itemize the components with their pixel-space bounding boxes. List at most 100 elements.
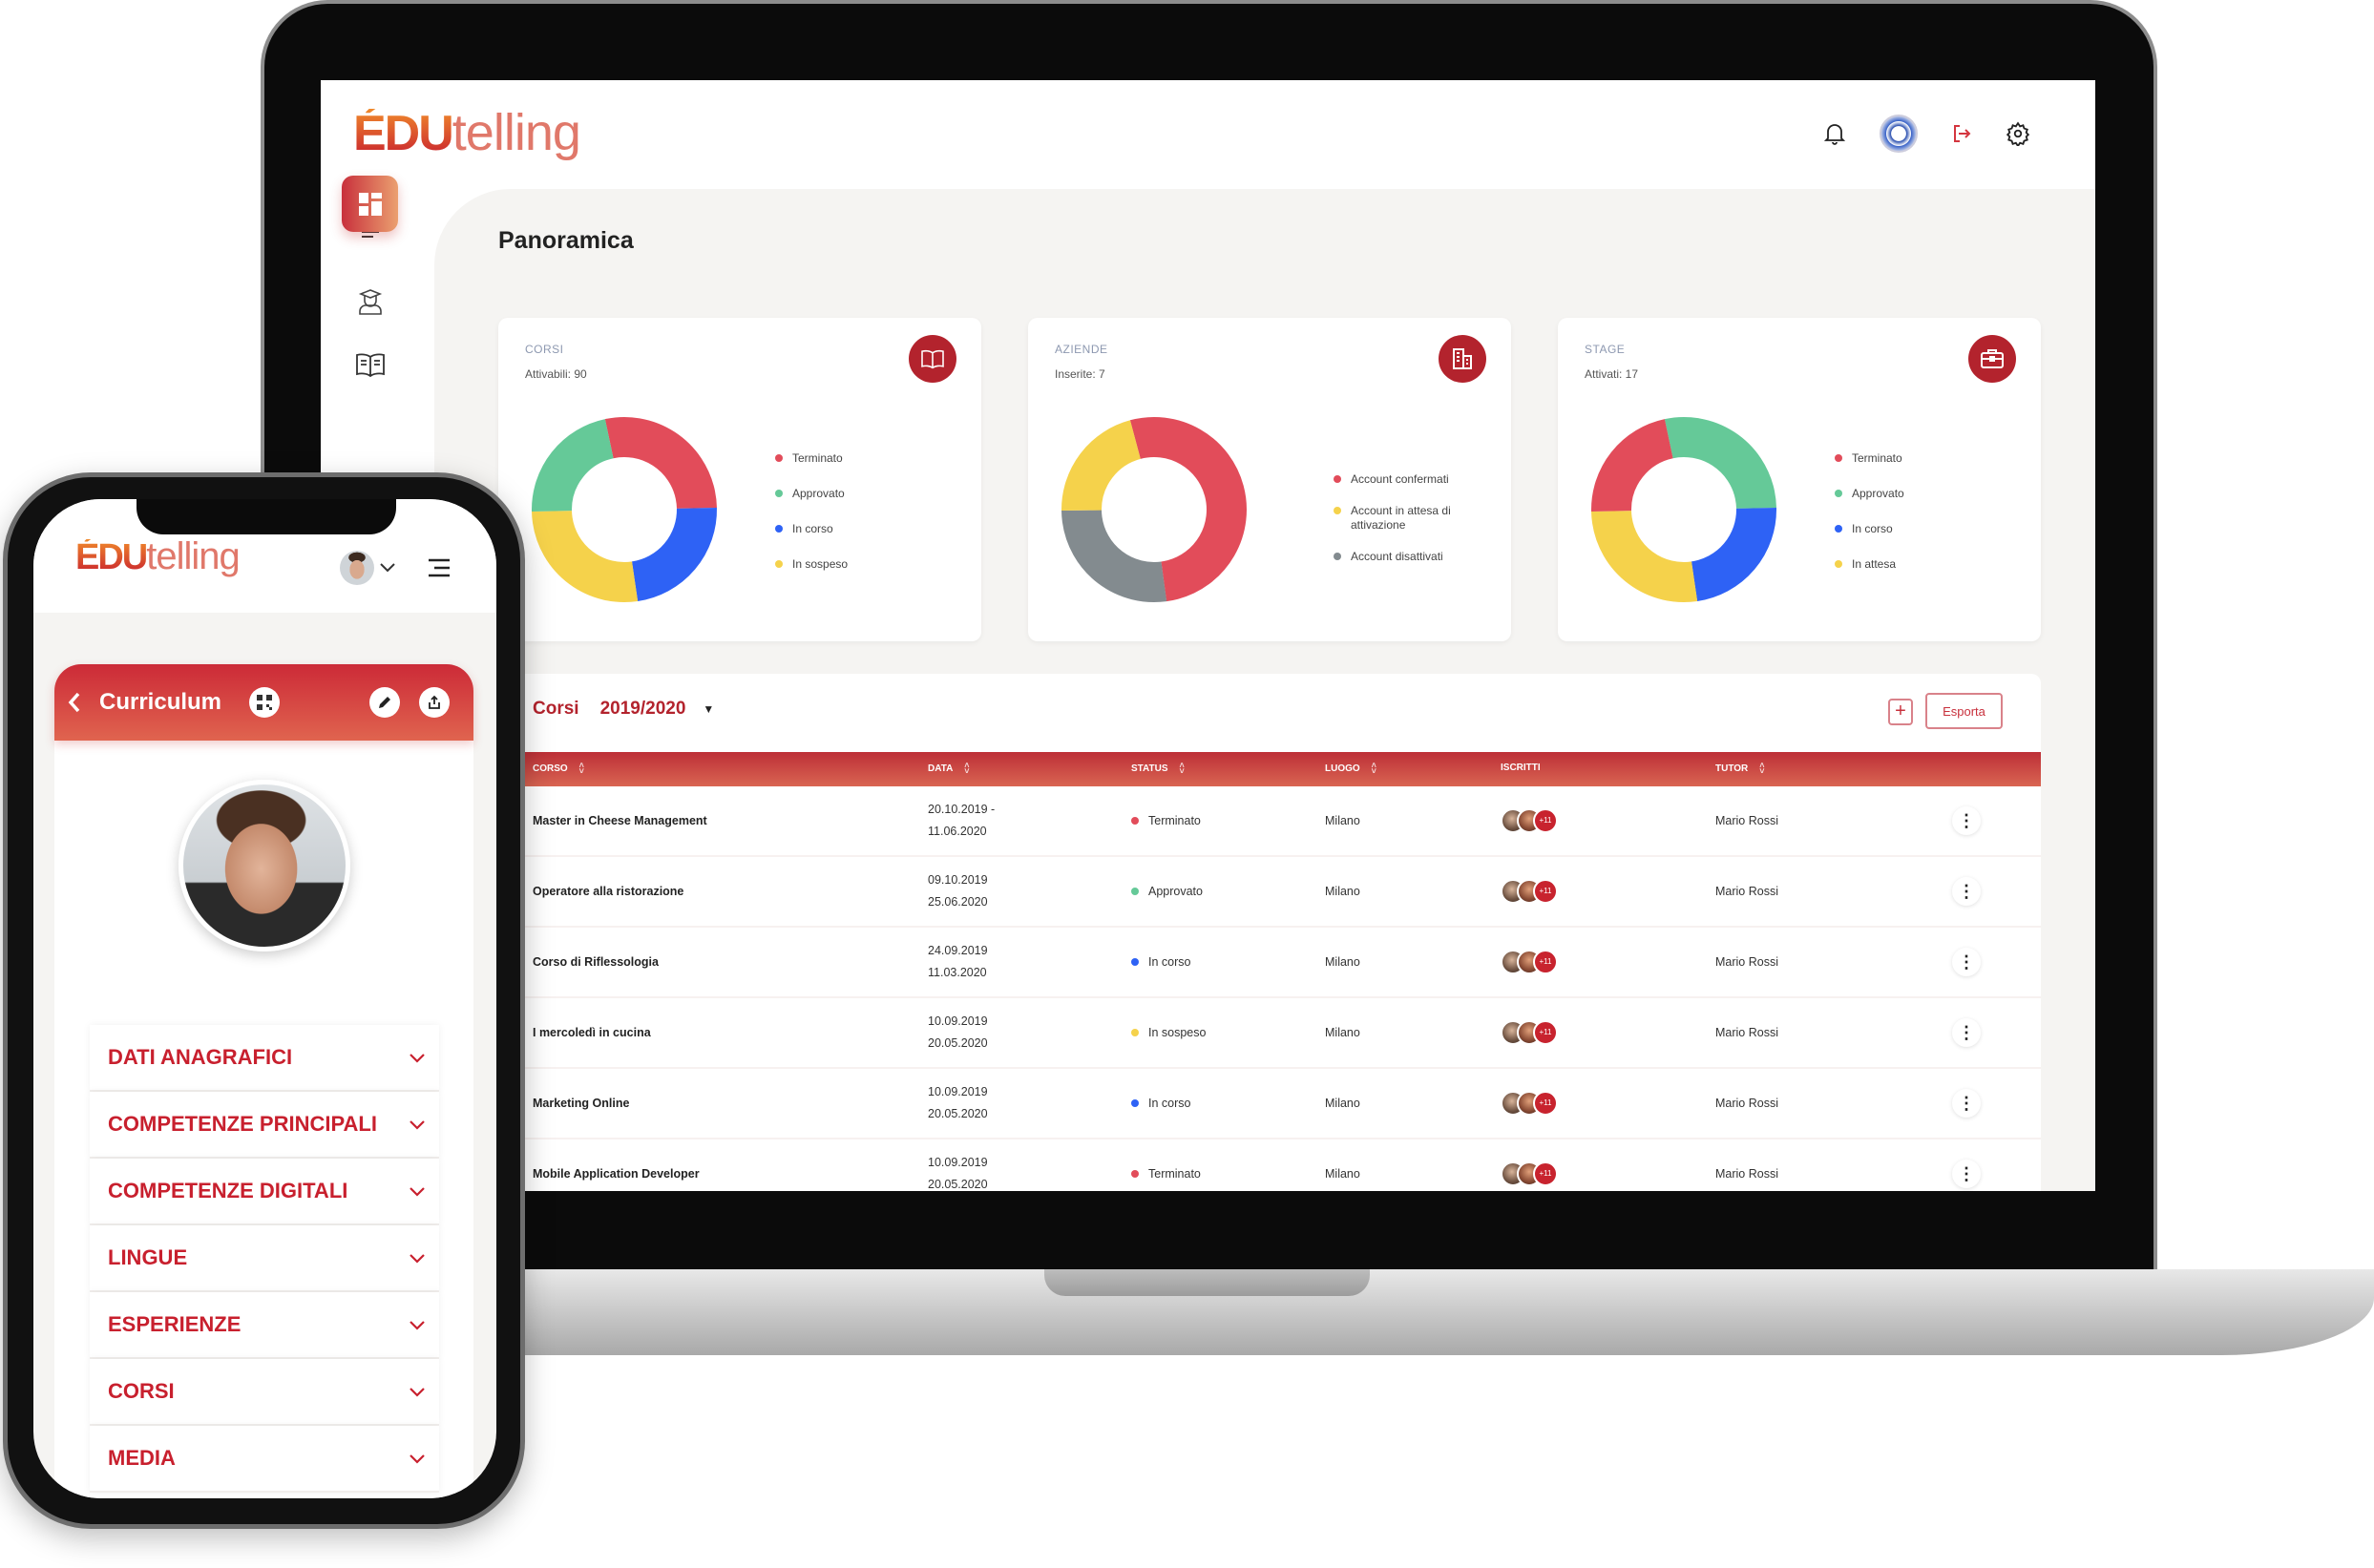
table-header: CORSO ˄ ˅ DATA ˄ ˅ STATUS ˄ ˅ LUOGO ˄ ˅ ISCRITTI TUTO… (498, 752, 2041, 786)
back-arrow-icon[interactable] (68, 692, 81, 713)
donut-segment-account-disattivati[interactable] (1061, 417, 1247, 602)
edit-button[interactable] (369, 687, 400, 718)
donut-chart (1061, 416, 1247, 602)
tutor-name: Mario Rossi (1715, 814, 1778, 827)
column-header-status[interactable]: STATUS ˄ ˅ (1131, 761, 1185, 776)
tutor-name: Mario Rossi (1715, 1026, 1778, 1039)
chart-legend: Terminato Approvato In corso In attesa (1835, 451, 1904, 593)
donut-segment-in-corso[interactable] (1591, 417, 1776, 602)
enrolled-avatars[interactable]: +11 (1501, 950, 1558, 974)
logo-bold: ÉDU (75, 537, 148, 577)
course-name[interactable]: I mercoledì in cucina (533, 1026, 651, 1039)
donut-segment-in-corso[interactable] (532, 417, 717, 602)
start-date: 10.09.2019 (928, 1014, 988, 1028)
accordion-lingue[interactable]: LINGUE (90, 1225, 439, 1292)
chevron-down-icon[interactable] (379, 562, 396, 574)
more-options-icon[interactable]: ⋮ (1952, 948, 1981, 976)
add-course-button[interactable]: + (1888, 699, 1913, 725)
donut-segment-in-sospeso[interactable] (532, 417, 717, 602)
more-options-icon[interactable]: ⋮ (1952, 806, 1981, 835)
table-row[interactable]: Corso di Riflessologia 24.09.2019 11.03.20… (498, 928, 2041, 998)
course-name[interactable]: Operatore alla ristorazione (533, 885, 684, 898)
sort-icon[interactable]: ˄ ˅ (964, 761, 970, 776)
course-dates: 10.09.2019 20.05.2020 (928, 1081, 988, 1125)
book-icon[interactable] (909, 335, 956, 383)
more-options-icon[interactable]: ⋮ (1952, 1160, 1981, 1188)
start-date: 10.09.2019 (928, 1156, 988, 1169)
building-icon[interactable] (1439, 335, 1486, 383)
briefcase-icon[interactable] (1968, 335, 2016, 383)
table-row[interactable]: Master in Cheese Management 20.10.2019 - 1… (498, 786, 2041, 857)
export-button[interactable]: Esporta (1925, 693, 2003, 729)
table-row[interactable]: Mobile Application Developer 10.09.2019 20… (498, 1139, 2041, 1191)
avatar[interactable] (1880, 115, 1918, 153)
legend-item: Approvato (775, 487, 848, 501)
course-name[interactable]: Master in Cheese Management (533, 814, 707, 827)
location: Milano (1325, 1167, 1360, 1181)
status-badge: In sospeso (1131, 1026, 1206, 1039)
more-enrolled-count: +11 (1533, 1091, 1558, 1116)
card-title: CORSI (525, 343, 564, 356)
table-row[interactable]: Operatore alla ristorazione 09.10.2019 25.… (498, 857, 2041, 928)
sort-icon[interactable]: ˄ ˅ (1179, 761, 1185, 776)
legend-item: In corso (1835, 522, 1904, 536)
enrolled-avatars[interactable]: +11 (1501, 1091, 1558, 1116)
status-label: In corso (1148, 955, 1191, 969)
column-header-luogo[interactable]: LUOGO ˄ ˅ (1325, 761, 1376, 776)
accordion-esperienze[interactable]: ESPERIENZE (90, 1292, 439, 1359)
table-row[interactable]: I mercoledì in cucina 10.09.2019 20.05.202… (498, 998, 2041, 1069)
logo[interactable]: ÉDU telling (353, 106, 581, 161)
mobile-logo[interactable]: ÉDU telling (75, 537, 241, 577)
year-select[interactable]: 2019/2020 ▼ (600, 699, 715, 720)
donut-segment-terminato[interactable] (1591, 417, 1776, 603)
legend-item: Account disattivati (1334, 550, 1477, 564)
sort-icon[interactable]: ˄ ˅ (578, 761, 584, 776)
accordion-competenze-digitali[interactable]: COMPETENZE DIGITALI (90, 1159, 439, 1225)
graduate-icon (358, 288, 382, 315)
enrolled-avatars[interactable]: +11 (1501, 1020, 1558, 1045)
column-header-tutor[interactable]: TUTOR ˄ ˅ (1715, 761, 1765, 776)
sidebar-item-dashboard[interactable] (342, 176, 398, 232)
sidebar-item-students[interactable] (342, 273, 398, 329)
accordion-label: CORSI (108, 1379, 175, 1403)
laptop-notch (1044, 1269, 1370, 1296)
enrolled-avatars[interactable]: +11 (1501, 808, 1558, 833)
donut-segment-account-in-attesa-di-attivazione[interactable] (1061, 416, 1247, 602)
sidebar-item-courses[interactable] (342, 336, 398, 392)
sort-icon[interactable]: ˄ ˅ (1759, 761, 1765, 776)
accordion-dati-anagrafici[interactable]: DATI ANAGRAFICI (90, 1025, 439, 1092)
legend-item: Account confermati (1334, 472, 1477, 487)
user-avatar[interactable] (340, 551, 374, 585)
sort-icon[interactable]: ˄ ˅ (1371, 761, 1376, 776)
qr-code-button[interactable] (249, 687, 280, 718)
gear-icon[interactable] (1999, 115, 2037, 153)
course-name[interactable]: Marketing Online (533, 1097, 630, 1110)
more-options-icon[interactable]: ⋮ (1952, 877, 1981, 906)
column-header-iscritti[interactable]: ISCRITTI (1501, 763, 1541, 773)
enrolled-avatars[interactable]: +11 (1501, 1161, 1558, 1186)
course-dates: 09.10.2019 25.06.2020 (928, 869, 988, 913)
enrolled-avatars[interactable]: +11 (1501, 879, 1558, 904)
course-name[interactable]: Mobile Application Developer (533, 1167, 700, 1181)
more-options-icon[interactable]: ⋮ (1952, 1018, 1981, 1047)
status-badge: In corso (1131, 955, 1190, 969)
hamburger-menu-icon[interactable] (427, 557, 452, 578)
share-button[interactable] (419, 687, 450, 718)
start-date: 24.09.2019 (928, 944, 988, 957)
logout-icon[interactable] (1943, 115, 1981, 153)
more-options-icon[interactable]: ⋮ (1952, 1089, 1981, 1118)
donut-segment-approvato[interactable] (532, 417, 717, 603)
column-header-data[interactable]: DATA ˄ ˅ (928, 761, 970, 776)
bell-icon[interactable] (1816, 115, 1854, 153)
accordion-media[interactable]: MEDIA (90, 1426, 439, 1493)
accordion-competenze-principali[interactable]: COMPETENZE PRINCIPALI (90, 1092, 439, 1159)
table-row[interactable]: Marketing Online 10.09.2019 20.05.2020 In c… (498, 1069, 2041, 1139)
profile-photo (179, 780, 350, 951)
column-header-corso[interactable]: CORSO ˄ ˅ (533, 761, 584, 776)
course-name[interactable]: Corso di Riflessologia (533, 955, 659, 969)
more-enrolled-count: +11 (1533, 950, 1558, 974)
legend-label: Terminato (1852, 451, 1902, 465)
logo-bold: ÉDU (353, 106, 454, 161)
donut-segment-in-attesa[interactable] (1591, 417, 1776, 602)
accordion-corsi[interactable]: CORSI (90, 1359, 439, 1426)
